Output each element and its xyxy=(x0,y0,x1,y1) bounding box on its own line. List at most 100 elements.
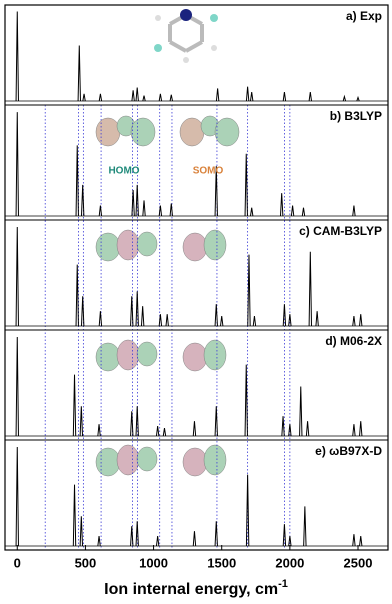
peak xyxy=(15,336,19,437)
peak xyxy=(97,536,101,547)
peak xyxy=(303,506,307,547)
peak xyxy=(299,386,303,437)
peak xyxy=(135,521,139,547)
peak xyxy=(288,314,292,327)
panel-label: d) M06-2X xyxy=(325,334,382,348)
peak xyxy=(169,94,173,102)
peak xyxy=(290,205,295,217)
peak xyxy=(77,45,81,102)
peak xyxy=(352,316,356,327)
peak xyxy=(135,291,139,327)
peak xyxy=(158,93,163,102)
x-axis-label-superscript: -1 xyxy=(278,578,288,590)
orbital-label: SOMO xyxy=(193,166,224,177)
peak xyxy=(192,421,197,437)
peak xyxy=(130,296,134,327)
peak xyxy=(158,205,163,217)
peak xyxy=(75,264,79,327)
peak xyxy=(308,91,313,102)
panel-label: b) B3LYP xyxy=(330,109,382,123)
peak xyxy=(79,406,84,437)
peak xyxy=(279,193,284,217)
peak xyxy=(72,484,77,547)
peak xyxy=(245,474,250,547)
plot-frame xyxy=(4,4,389,551)
peak xyxy=(282,524,287,547)
peak xyxy=(214,304,218,327)
peak xyxy=(130,526,134,547)
peak xyxy=(98,205,103,217)
peak xyxy=(192,531,197,547)
peak xyxy=(214,166,218,217)
peak xyxy=(162,428,167,437)
peak xyxy=(282,91,287,102)
peak xyxy=(79,516,84,547)
peak xyxy=(288,424,292,437)
peak xyxy=(98,93,103,102)
peak xyxy=(282,304,287,327)
peak xyxy=(352,205,356,217)
peak xyxy=(359,536,363,547)
peak xyxy=(301,207,306,217)
x-tick-label: 2000 xyxy=(275,555,304,570)
peak xyxy=(247,254,251,327)
peak xyxy=(281,416,285,437)
peak xyxy=(244,153,248,217)
peak xyxy=(305,421,310,437)
x-tick-label: 2500 xyxy=(344,555,373,570)
x-axis-label-main: Ion internal energy, cm xyxy=(104,581,278,598)
x-tick-label: 0 xyxy=(14,555,21,570)
peak xyxy=(220,316,224,327)
peak xyxy=(352,424,356,437)
molecule xyxy=(154,9,218,63)
peak xyxy=(98,311,103,327)
peak xyxy=(131,90,135,102)
peak xyxy=(130,411,134,437)
peak xyxy=(342,94,347,102)
peak xyxy=(315,311,319,327)
peak xyxy=(308,251,313,327)
peak xyxy=(142,95,146,102)
peak xyxy=(142,200,146,217)
x-axis-label: Ion internal energy, cm-1 xyxy=(104,578,288,598)
peak xyxy=(214,406,218,437)
peak xyxy=(15,446,19,547)
peak xyxy=(75,145,79,217)
peak xyxy=(288,536,292,547)
x-tick-label: 500 xyxy=(75,555,97,570)
peak xyxy=(135,184,139,217)
peak xyxy=(15,11,19,102)
peak xyxy=(140,306,145,327)
peak xyxy=(158,314,163,327)
peak xyxy=(165,314,169,327)
peak xyxy=(135,406,139,437)
peak xyxy=(72,374,77,437)
x-tick-label: 1000 xyxy=(139,555,168,570)
peak xyxy=(131,190,135,217)
peak xyxy=(250,91,254,102)
peak xyxy=(155,426,160,437)
peak xyxy=(244,364,248,437)
peak xyxy=(15,112,19,217)
peak xyxy=(245,86,250,102)
peak xyxy=(359,421,363,437)
peak xyxy=(252,316,257,327)
peak xyxy=(214,521,218,547)
peak xyxy=(155,536,160,547)
peak xyxy=(80,296,85,327)
peak xyxy=(82,93,86,102)
peak xyxy=(356,95,360,102)
panel-label: e) ωB97X-D xyxy=(315,444,382,458)
peak xyxy=(97,424,101,437)
peak xyxy=(250,207,254,217)
orbitals xyxy=(95,115,240,477)
panel-label: c) CAM-B3LYP xyxy=(299,224,382,238)
orbital-label: HOMO xyxy=(108,166,139,177)
peak xyxy=(135,87,139,102)
panel-label: a) Exp xyxy=(346,9,382,23)
peak xyxy=(352,534,356,547)
peak xyxy=(169,203,173,217)
peak xyxy=(80,184,85,217)
peak xyxy=(359,314,363,327)
